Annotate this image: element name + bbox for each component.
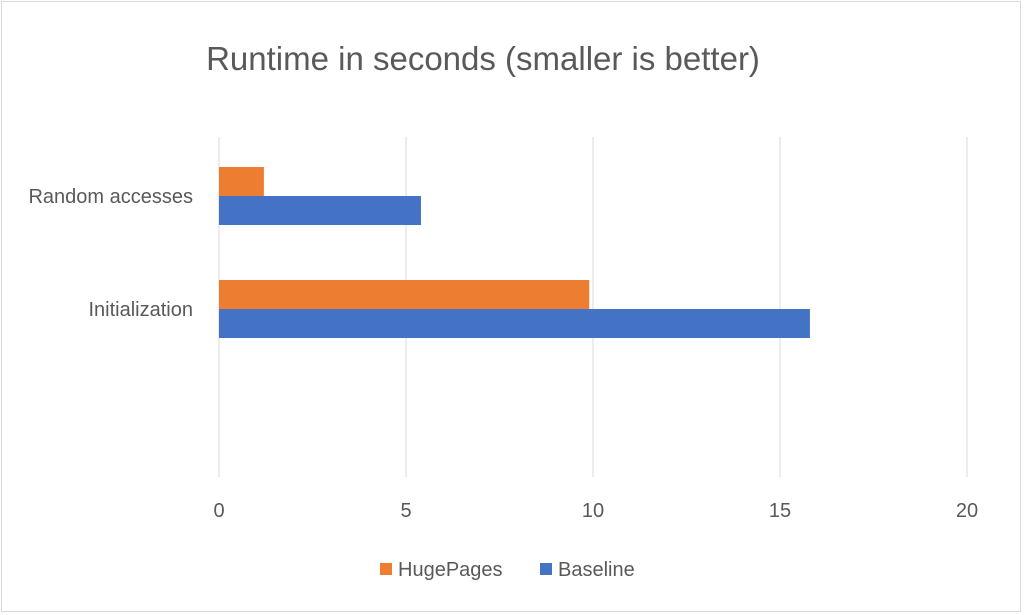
- x-axis-ticks: 0 5 10 15 20: [213, 500, 978, 522]
- x-tick-label-0: 0: [213, 500, 224, 522]
- x-tick-label-1: 5: [400, 500, 411, 522]
- bar-hugepages-0: [219, 167, 264, 196]
- chart-title: Runtime in seconds (smaller is better): [206, 40, 760, 77]
- bar-hugepages-1: [219, 280, 590, 309]
- legend-swatch-baseline: [540, 563, 552, 575]
- category-label-0: Random accesses: [28, 186, 193, 208]
- bars: [219, 167, 810, 338]
- category-label-1: Initialization: [88, 299, 193, 321]
- legend-swatch-hugepages: [380, 563, 392, 575]
- category-labels: Random accesses Initialization: [28, 186, 193, 321]
- legend: HugePages Baseline: [380, 559, 635, 581]
- legend-label-baseline: Baseline: [558, 559, 635, 581]
- x-tick-label-2: 10: [582, 500, 604, 522]
- bar-baseline-0: [219, 196, 421, 225]
- bar-baseline-1: [219, 309, 810, 338]
- x-tick-label-3: 15: [769, 500, 791, 522]
- legend-label-hugepages: HugePages: [398, 559, 503, 581]
- x-tick-label-4: 20: [956, 500, 978, 522]
